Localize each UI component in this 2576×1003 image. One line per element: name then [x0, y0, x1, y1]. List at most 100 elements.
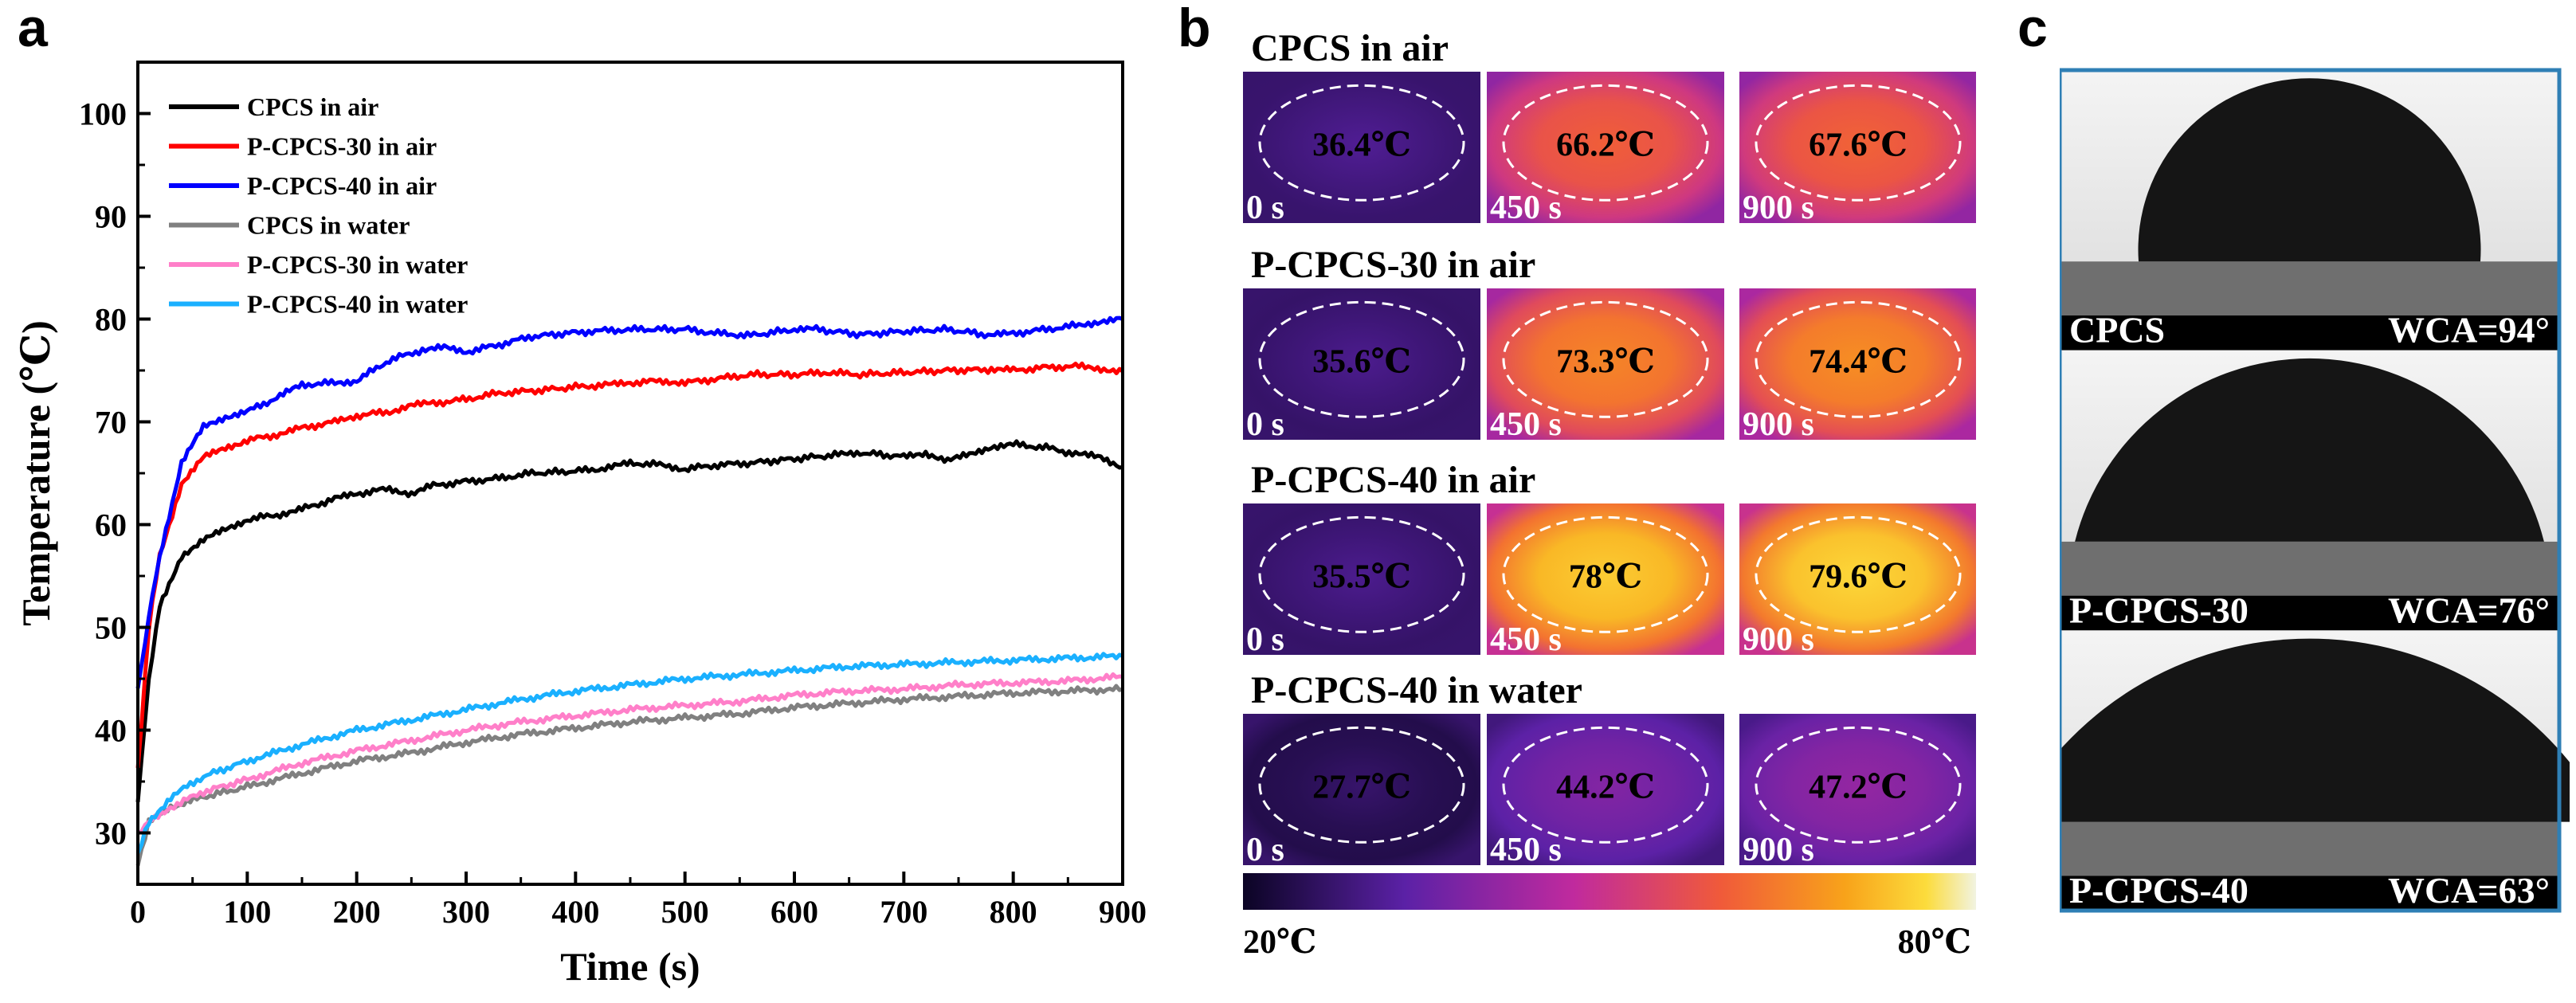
thermal-image [1739, 714, 1976, 865]
panel-label-c: c [2017, 0, 2048, 58]
measurement-ellipse [1258, 84, 1465, 202]
x-tick-label: 100 [223, 894, 271, 930]
y-tick-label: 100 [79, 96, 127, 132]
caption-bar [2060, 876, 2559, 911]
temperature-reading: 73.3℃ [1556, 343, 1655, 380]
sample-label: P-CPCS-40 [2069, 870, 2249, 911]
measurement-ellipse [1502, 300, 1709, 418]
legend-label: P-CPCS-40 in water [247, 290, 468, 319]
time-label: 900 s [1743, 832, 1814, 868]
temperature-reading: 78℃ [1569, 558, 1642, 595]
measurement-ellipse [1755, 84, 1962, 202]
x-tick-label: 700 [880, 894, 927, 930]
series-line-4 [135, 684, 1123, 867]
thermal-row-title: CPCS in air [1251, 27, 1449, 69]
time-label: 450 s [1490, 832, 1562, 868]
substrate [2060, 821, 2559, 876]
x-tick-label: 400 [551, 894, 599, 930]
thermal-image [1487, 72, 1724, 223]
x-tick-label: 900 [1099, 894, 1147, 930]
measurement-ellipse [1258, 726, 1465, 844]
legend-label: P-CPCS-30 in air [247, 132, 437, 161]
y-tick-label: 60 [95, 507, 127, 543]
colorbar [1243, 873, 1976, 910]
thermal-image [1739, 503, 1976, 655]
temperature-reading: 79.6℃ [1809, 558, 1907, 595]
caption-bar [2060, 315, 2559, 351]
measurement-ellipse [1502, 515, 1709, 633]
thermal-image [1487, 503, 1724, 655]
time-label: 0 s [1246, 406, 1284, 443]
y-tick-label: 30 [95, 816, 127, 852]
series-line-2 [135, 361, 1124, 769]
thermal-image [1243, 714, 1480, 865]
wca-value: WCA=76° [2388, 590, 2550, 630]
wca-value: WCA=94° [2388, 310, 2550, 351]
thermal-row-title: P-CPCS-40 in air [1251, 459, 1535, 501]
legend-label: CPCS in water [247, 211, 410, 240]
temperature-reading: 27.7℃ [1312, 769, 1411, 805]
thermal-image [1487, 288, 1724, 440]
colorbar-max-label: 80℃ [1898, 924, 1971, 961]
time-label: 450 s [1490, 621, 1562, 658]
thermal-image [1739, 288, 1976, 440]
thermal-image [1739, 72, 1976, 223]
y-tick-label: 70 [95, 405, 127, 441]
time-label: 0 s [1246, 621, 1284, 658]
time-label: 0 s [1246, 190, 1284, 226]
measurement-ellipse [1755, 515, 1962, 633]
temperature-reading: 35.6℃ [1312, 343, 1411, 380]
thermal-image [1487, 714, 1724, 865]
temperature-reading: 35.5℃ [1312, 558, 1411, 595]
water-droplet [2060, 638, 2570, 822]
y-tick-label: 40 [95, 713, 127, 749]
x-tick-label: 200 [333, 894, 381, 930]
contact-angle-panel: CPCS WCA=94° P-CPCS-30 WCA=76° P-CPCS-40 WCA=… [2060, 68, 2570, 913]
y-axis-label: Temperature (℃) [14, 320, 58, 625]
temperature-reading: 44.2℃ [1556, 769, 1655, 805]
x-tick-label: 800 [990, 894, 1037, 930]
x-tick-label: 600 [770, 894, 818, 930]
sample-label: CPCS [2069, 310, 2165, 351]
thermal-image [1243, 288, 1480, 440]
measurement-ellipse [1258, 515, 1465, 633]
y-tick-label: 50 [95, 610, 127, 646]
substrate [2060, 261, 2559, 315]
temperature-reading: 36.4℃ [1312, 127, 1411, 163]
water-droplet [2075, 358, 2544, 542]
thermal-row-title: P-CPCS-30 in air [1251, 244, 1535, 286]
measurement-ellipse [1755, 726, 1962, 844]
contact-angle-frame [2060, 68, 2562, 913]
time-label: 900 s [1743, 406, 1814, 443]
x-tick-label: 0 [130, 894, 146, 930]
temperature-reading: 74.4℃ [1809, 343, 1907, 380]
y-tick-label: 80 [95, 302, 127, 338]
time-label: 450 s [1490, 406, 1562, 443]
y-tick-label: 90 [95, 199, 127, 235]
measurement-ellipse [1755, 300, 1962, 418]
caption-bar [2060, 595, 2559, 631]
time-label: 450 s [1490, 190, 1562, 226]
sample-label: P-CPCS-30 [2069, 590, 2249, 630]
time-label: 900 s [1743, 621, 1814, 658]
temperature-line-chart: 0 100 200 300 400 500 600 700 800 900 30 40 50 60 70 80… [14, 61, 1147, 989]
thermal-row-title: P-CPCS-40 in water [1251, 669, 1582, 711]
panel-label-a: a [18, 0, 48, 58]
time-label: 900 s [1743, 190, 1814, 226]
wca-value: WCA=63° [2388, 870, 2550, 911]
thermal-image-panel: CPCS in air 36.4℃ 0 s 66.2℃ 450 s 67.6℃ 900 s P… [1243, 27, 1976, 961]
substrate [2060, 541, 2559, 596]
thermal-image [1243, 72, 1480, 223]
x-tick-label: 300 [442, 894, 490, 930]
series-line-5 [137, 672, 1123, 835]
x-axis-label: Time (s) [560, 944, 700, 989]
thermal-image [1243, 503, 1480, 655]
legend-label: P-CPCS-40 in air [247, 171, 437, 200]
series-line-1 [135, 439, 1123, 803]
legend-label: CPCS in air [247, 92, 378, 121]
x-tick-label: 500 [661, 894, 709, 930]
measurement-ellipse [1258, 300, 1465, 418]
series-line-3 [135, 315, 1123, 689]
measurement-ellipse [1502, 726, 1709, 844]
water-droplet [2138, 78, 2481, 262]
